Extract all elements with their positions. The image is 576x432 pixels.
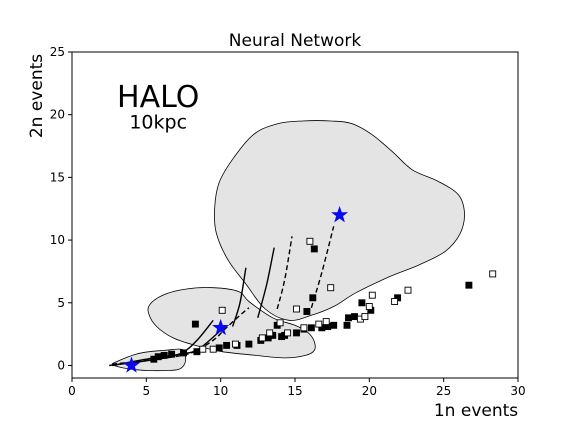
x-tick-label: 30: [510, 384, 525, 398]
shaded-region-3: [213, 120, 465, 321]
annotation-halo: HALO: [117, 80, 199, 115]
x-tick-label: 0: [68, 384, 76, 398]
y-tick-label: 0: [57, 358, 65, 372]
open-square-marker: [365, 303, 373, 310]
y-axis-ticks: 0 5 10 15 20 25: [50, 45, 72, 372]
open-square-marker: [199, 345, 207, 353]
filled-square-marker: [191, 320, 199, 328]
open-square-marker: [276, 319, 284, 327]
filled-square-marker: [351, 313, 358, 321]
y-tick-label: 10: [50, 233, 65, 247]
open-square-marker: [300, 324, 308, 332]
open-square-marker: [218, 306, 226, 314]
x-tick-label: 25: [436, 384, 451, 398]
filled-square-marker: [465, 281, 473, 289]
filled-square-marker: [303, 308, 311, 315]
open-square-marker: [315, 320, 323, 328]
filled-square-marker: [293, 329, 300, 337]
filled-square-marker: [309, 294, 317, 302]
open-square-marker: [232, 340, 239, 348]
y-tick-label: 15: [50, 170, 65, 184]
open-square-marker: [327, 284, 335, 292]
dashed-curve-7: [310, 226, 335, 308]
y-tick-label: 20: [50, 108, 65, 122]
x-axis-ticks: 0 5 10 15 20 25 30: [68, 378, 526, 398]
open-square-marker: [258, 334, 266, 342]
x-axis-label: 1n events: [434, 401, 518, 421]
open-square-marker: [266, 329, 274, 337]
filled-square-marker: [245, 340, 253, 348]
filled-square-marker: [223, 341, 231, 349]
open-square-marker: [293, 305, 300, 313]
open-square-marker: [404, 286, 412, 294]
open-square-marker: [209, 345, 217, 353]
star-marker: [122, 356, 141, 373]
filled-square-marker: [345, 314, 352, 322]
filled-square-marker: [330, 321, 338, 329]
star-marker: [331, 205, 349, 223]
star-marker: [212, 318, 230, 336]
filled-square-marker: [193, 348, 201, 356]
open-square-marker: [368, 291, 376, 299]
data-points: [122, 205, 497, 373]
filled-square-marker: [168, 350, 176, 358]
open-square-marker: [284, 329, 292, 337]
open-square-marker: [489, 270, 497, 278]
x-tick-label: 5: [143, 384, 151, 398]
filled-square-marker: [310, 245, 318, 253]
solid-curve-4: [257, 247, 275, 318]
dashed-curve-5: [112, 307, 250, 365]
open-square-marker: [391, 298, 399, 305]
open-square-marker: [306, 237, 314, 245]
filled-square-marker: [180, 349, 187, 357]
solid-curve-3: [231, 267, 247, 327]
y-tick-label: 5: [57, 296, 65, 310]
y-tick-label: 25: [50, 45, 65, 59]
x-tick-label: 20: [362, 384, 377, 398]
annotation-distance: 10kpc: [129, 112, 187, 134]
open-square-marker: [322, 318, 330, 326]
filled-square-marker: [307, 324, 315, 332]
x-tick-label: 15: [287, 384, 302, 398]
x-tick-label: 10: [213, 384, 228, 398]
filled-square-marker: [160, 351, 168, 359]
filled-square-marker: [358, 299, 366, 307]
filled-square-marker: [154, 353, 162, 361]
filled-square-marker: [343, 321, 351, 329]
y-axis-label: 2n events: [27, 54, 47, 138]
filled-square-marker: [215, 344, 223, 352]
open-square-marker: [361, 313, 369, 321]
chart-title: Neural Network: [229, 31, 362, 51]
